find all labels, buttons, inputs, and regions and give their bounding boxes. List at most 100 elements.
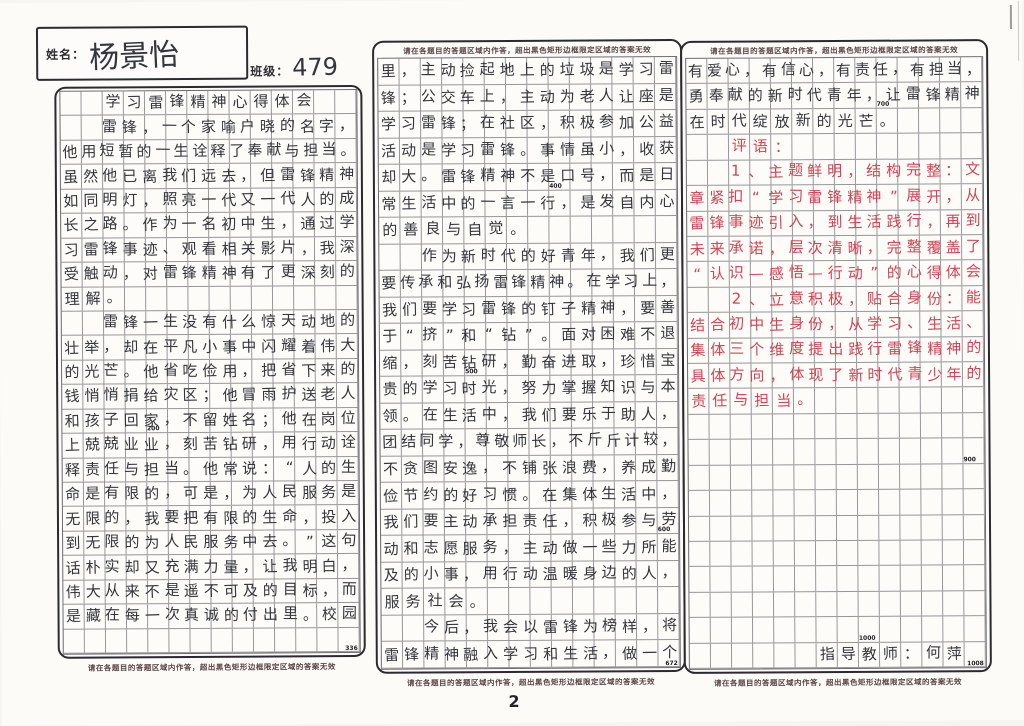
essay-row — [688, 438, 985, 466]
handwritten-char: 人 — [299, 190, 316, 209]
essay-row: 结合初中生身份，从学习、生活、 — [687, 311, 984, 339]
handwritten-char: 勤 — [521, 352, 537, 371]
handwritten-char: 垃 — [559, 60, 575, 80]
handwritten-char: ， — [240, 165, 256, 185]
handwritten-char: 神 — [946, 339, 962, 358]
handwritten-char: 的 — [339, 262, 355, 281]
handwritten-char: 于 — [601, 404, 617, 423]
handwritten-char — [60, 96, 82, 112]
handwritten-char: 到 — [65, 534, 81, 553]
handwritten-char: 把 — [183, 508, 199, 527]
handwritten-char: ” — [889, 187, 899, 206]
essay-row: 命是有限的，可是，为人民服务是 — [62, 480, 359, 508]
handwritten-char: 习 — [523, 644, 539, 663]
handwritten-char: ， — [341, 555, 357, 574]
handwritten-char — [687, 293, 707, 309]
handwritten-char: 做 — [622, 644, 638, 663]
handwritten-char: 小 — [202, 337, 218, 356]
handwritten-char: ， — [945, 186, 961, 206]
handwritten-char: 人 — [599, 86, 615, 105]
page-number: 2 — [508, 691, 520, 712]
handwritten-char: 来 — [320, 361, 336, 380]
essay-row — [689, 590, 986, 619]
handwritten-char: 校 — [322, 605, 338, 624]
handwritten-char: 理 — [64, 289, 80, 309]
handwritten-char: ， — [660, 272, 676, 291]
handwritten-char: 入 — [483, 643, 499, 662]
handwritten-char: 来 — [124, 582, 141, 601]
handwritten-char: 关 — [240, 239, 257, 258]
handwritten-char: 务 — [482, 537, 498, 556]
handwritten-char: 充 — [164, 556, 180, 575]
handwritten-char: 极 — [579, 113, 595, 132]
handwritten-char: 心 — [659, 191, 675, 210]
handwritten-char: 逸 — [462, 459, 478, 478]
handwritten-char: 益 — [658, 112, 675, 131]
handwritten-char: 么 — [241, 312, 257, 331]
handwritten-char: 时 — [480, 245, 497, 265]
handwritten-char: 的 — [382, 221, 398, 240]
handwritten-char: 和 — [437, 273, 453, 292]
handwritten-char: 锋 — [562, 617, 578, 636]
handwritten-char: 的 — [966, 363, 982, 383]
essay-row: 不贪图安逸，不铺张浪费，养成勤 — [380, 454, 679, 484]
handwritten-char: 的 — [539, 61, 555, 80]
handwritten-char: 精 — [190, 92, 206, 112]
handwritten-char: 和 — [542, 644, 559, 664]
handwritten-char: 雷 — [83, 240, 99, 259]
handwritten-char: 研 — [242, 434, 258, 454]
essay-row — [689, 616, 986, 644]
handwritten-char: 合 — [886, 289, 903, 308]
handwritten-char: 子 — [104, 410, 120, 429]
handwritten-char: 省 — [162, 361, 179, 380]
handwritten-char: 活 — [461, 406, 478, 425]
handwritten-char: 生 — [442, 406, 458, 425]
handwritten-char: 好 — [462, 486, 478, 505]
handwritten-char: 字 — [319, 116, 335, 135]
essay-row — [688, 463, 985, 492]
handwritten-char: 年 — [946, 364, 962, 384]
answer-box-middle: 请在各题目的答题区域内作答，超出黑色矩形边框限定区域的答案无效 里，主动捡起地上… — [372, 38, 686, 674]
handwritten-char: 不 — [182, 410, 199, 430]
handwritten-char: 精 — [580, 299, 596, 318]
handwritten-char: 的 — [402, 379, 418, 399]
handwritten-char: 吃 — [182, 361, 198, 381]
handwritten-char: 研 — [481, 351, 497, 371]
handwritten-char: 收 — [639, 139, 655, 159]
handwritten-char: ， — [601, 457, 617, 476]
handwritten-char: 了 — [828, 365, 844, 384]
handwritten-char: 俭 — [382, 486, 399, 505]
handwritten-char: 是 — [599, 59, 615, 78]
handwritten-char: 区 — [182, 386, 199, 405]
handwritten-char: 中 — [240, 214, 257, 234]
handwritten-char: 更 — [659, 244, 675, 263]
essay-row: 服务社会。 — [381, 587, 680, 616]
handwritten-char: 中 — [749, 315, 765, 334]
handwritten-char: 。 — [567, 272, 583, 292]
handwritten-char: 学 — [503, 644, 519, 663]
handwritten-char: 再 — [945, 212, 962, 231]
handwritten-char: 明 — [301, 557, 318, 576]
handwritten-char: 所 — [641, 537, 657, 556]
handwritten-char: 一 — [201, 190, 217, 209]
handwritten-char: 体 — [709, 366, 726, 385]
handwritten-char: 完 — [906, 160, 922, 180]
handwritten-char: 爱 — [706, 61, 722, 80]
handwritten-char: 中 — [241, 337, 257, 356]
handwritten-char: 不 — [382, 459, 399, 479]
handwritten-char: 的 — [262, 581, 279, 600]
handwritten-char: 雷 — [383, 645, 400, 665]
handwritten-char: 。 — [402, 406, 418, 425]
handwritten-char: 车 — [459, 88, 476, 107]
handwritten-char: 生 — [926, 314, 943, 334]
word-count-marker: 1000 — [858, 634, 876, 642]
handwritten-char: ， — [660, 403, 676, 423]
handwritten-char: ， — [502, 538, 518, 557]
handwritten-char: 整 — [925, 162, 942, 181]
handwritten-char: ， — [807, 213, 823, 232]
handwritten-char: 雷 — [103, 312, 119, 331]
handwritten-char: ， — [463, 618, 479, 638]
handwritten-char: 具 — [690, 366, 706, 386]
handwritten-char: ， — [462, 565, 479, 585]
handwritten-char: 主 — [522, 538, 538, 557]
